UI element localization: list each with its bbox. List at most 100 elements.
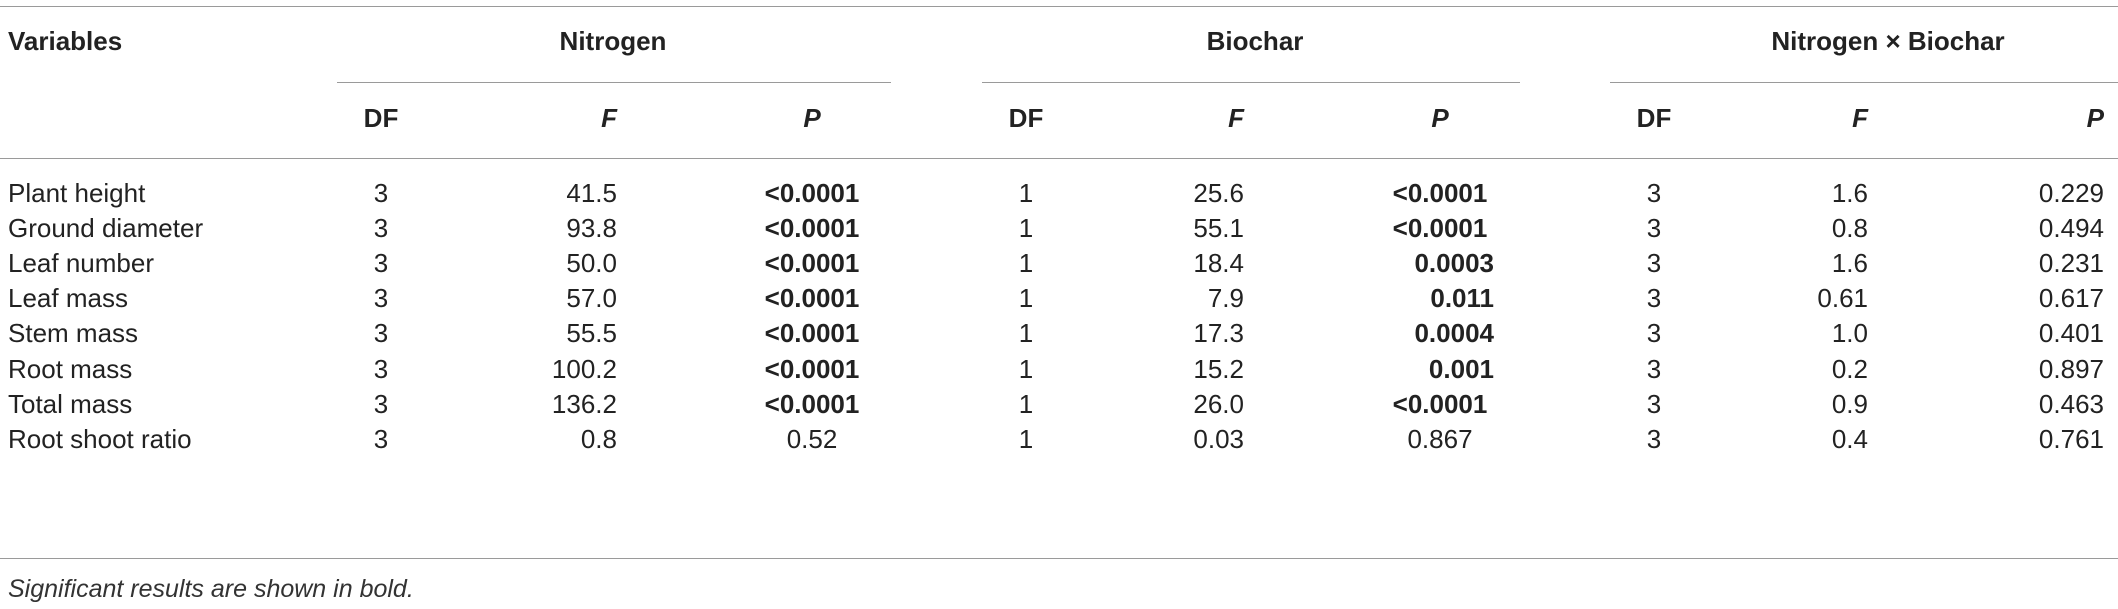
cell-interaction-f: 0.9 [1831, 388, 1868, 419]
row-label: Root mass [8, 353, 133, 384]
cell-nitrogen-df: 3 [373, 353, 389, 384]
row-label: Plant height [8, 178, 146, 208]
cell-interaction-f: 0.8 [1831, 213, 1868, 244]
cell-nitrogen-p: <0.0001 [764, 318, 860, 349]
subheader-nitrogen-p: P [803, 103, 821, 133]
cell-biochar-f: 55.1 [1193, 213, 1244, 244]
group-rule-nitrogen [337, 82, 891, 83]
cell-biochar-df: 1 [1018, 318, 1034, 349]
row-label: Root shoot ratio [8, 423, 192, 454]
group-rule-interaction [1610, 82, 2118, 83]
cell-interaction-p: 0.761 [2038, 423, 2104, 454]
cell-interaction-df: 3 [1646, 283, 1662, 314]
cell-biochar-f: 18.4 [1193, 248, 1244, 279]
cell-interaction-p: 0.463 [2038, 388, 2104, 419]
cell-nitrogen-df: 3 [373, 388, 389, 419]
cell-biochar-p: 0.0003 [1414, 248, 1494, 279]
cell-nitrogen-p: <0.0001 [764, 178, 860, 208]
cell-biochar-p: 0.001 [1428, 353, 1494, 384]
cell-biochar-df: 1 [1018, 283, 1034, 314]
cell-nitrogen-df: 3 [373, 318, 389, 349]
cell-nitrogen-f: 0.8 [580, 423, 617, 454]
cell-biochar-p: 0.867 [1407, 423, 1473, 454]
top-rule [0, 6, 2118, 7]
cell-interaction-p: 0.897 [2038, 353, 2104, 384]
cell-interaction-p: 0.401 [2038, 318, 2104, 349]
cell-biochar-p: 0.011 [1430, 283, 1494, 314]
cell-interaction-df: 3 [1646, 318, 1662, 349]
cell-nitrogen-p: <0.0001 [764, 283, 860, 314]
header-group-biochar: Biochar [1206, 26, 1304, 56]
cell-interaction-df: 3 [1646, 353, 1662, 384]
cell-nitrogen-df: 3 [373, 248, 389, 279]
row-label: Ground diameter [8, 213, 204, 244]
row-label: Leaf mass [8, 283, 128, 314]
bottom-rule [0, 558, 2118, 559]
subheader-interaction-f: F [1852, 103, 1868, 133]
cell-biochar-df: 1 [1018, 213, 1034, 244]
cell-biochar-p: <0.0001 [1392, 178, 1488, 208]
cell-interaction-p: 0.231 [2038, 248, 2104, 279]
cell-nitrogen-p: <0.0001 [764, 388, 860, 419]
subheader-biochar-f: F [1228, 103, 1244, 133]
cell-interaction-df: 3 [1646, 248, 1662, 279]
cell-biochar-df: 1 [1018, 248, 1034, 279]
cell-biochar-df: 1 [1018, 353, 1034, 384]
row-label: Leaf number [8, 248, 154, 279]
subheader-biochar-p: P [1431, 103, 1449, 133]
cell-interaction-df: 3 [1646, 178, 1662, 208]
cell-biochar-df: 1 [1018, 423, 1034, 454]
cell-interaction-p: 0.617 [2038, 283, 2104, 314]
cell-nitrogen-f: 57.0 [566, 283, 617, 314]
subheader-interaction-p: P [2086, 103, 2104, 133]
cell-nitrogen-f: 55.5 [566, 318, 617, 349]
cell-nitrogen-f: 41.5 [566, 178, 617, 208]
cell-interaction-df: 3 [1646, 388, 1662, 419]
cell-biochar-p: 0.0004 [1414, 318, 1494, 349]
cell-interaction-p: 0.229 [2038, 178, 2104, 208]
cell-interaction-f: 0.2 [1831, 353, 1868, 384]
cell-biochar-p: <0.0001 [1392, 213, 1488, 244]
cell-interaction-p: 0.494 [2038, 213, 2104, 244]
subheader-interaction-df: DF [1636, 103, 1672, 133]
row-label: Stem mass [8, 318, 139, 349]
cell-biochar-f: 0.03 [1193, 423, 1244, 454]
cell-biochar-f: 17.3 [1193, 318, 1244, 349]
cell-biochar-f: 15.2 [1193, 353, 1244, 384]
subheader-biochar-df: DF [1008, 103, 1044, 133]
cell-interaction-f: 0.4 [1831, 423, 1868, 454]
header-variables: Variables [8, 26, 123, 56]
cell-biochar-df: 1 [1018, 178, 1034, 208]
header-bottom-rule [0, 158, 2118, 159]
subheader-nitrogen-f: F [601, 103, 617, 133]
cell-biochar-f: 26.0 [1193, 388, 1244, 419]
cell-nitrogen-p: <0.0001 [764, 213, 860, 244]
cell-biochar-f: 7.9 [1207, 283, 1244, 314]
cell-interaction-f: 0.61 [1817, 283, 1868, 314]
cell-interaction-df: 3 [1646, 213, 1662, 244]
group-rule-biochar [982, 82, 1520, 83]
header-group-nitrogen: Nitrogen [559, 26, 667, 56]
cell-biochar-p: <0.0001 [1392, 388, 1488, 419]
cell-nitrogen-f: 50.0 [566, 248, 617, 279]
cell-nitrogen-p: <0.0001 [764, 248, 860, 279]
cell-biochar-f: 25.6 [1193, 178, 1244, 208]
cell-interaction-f: 1.0 [1831, 318, 1868, 349]
cell-nitrogen-f: 100.2 [551, 353, 617, 384]
footnote: Significant results are shown in bold. [8, 575, 414, 603]
subheader-nitrogen-df: DF [363, 103, 399, 133]
cell-nitrogen-df: 3 [373, 178, 389, 208]
cell-interaction-f: 1.6 [1831, 248, 1868, 279]
cell-nitrogen-df: 3 [373, 423, 389, 454]
cell-nitrogen-df: 3 [373, 283, 389, 314]
cell-interaction-df: 3 [1646, 423, 1662, 454]
cell-nitrogen-f: 136.2 [551, 388, 617, 419]
cell-nitrogen-p: <0.0001 [764, 353, 860, 384]
cell-biochar-df: 1 [1018, 388, 1034, 419]
cell-nitrogen-df: 3 [373, 213, 389, 244]
cell-nitrogen-f: 93.8 [566, 213, 617, 244]
header-group-interaction: Nitrogen × Biochar [1771, 26, 2005, 56]
row-label: Total mass [8, 388, 133, 419]
cell-interaction-f: 1.6 [1831, 178, 1868, 208]
cell-nitrogen-p: 0.52 [786, 423, 838, 454]
